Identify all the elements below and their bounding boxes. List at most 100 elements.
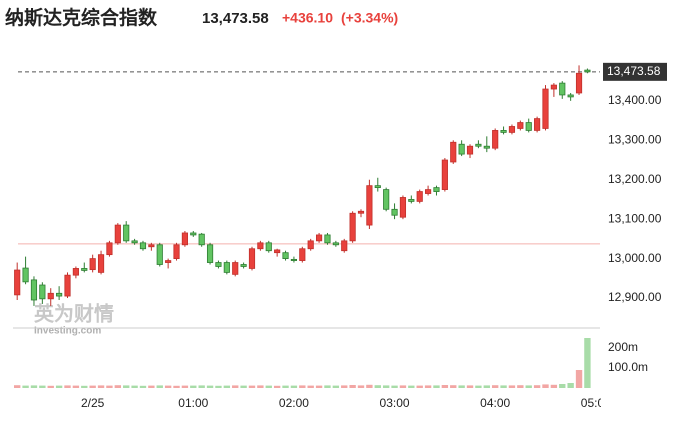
candle-body [525,122,532,131]
candle-body [240,264,247,267]
candle-body [173,244,180,259]
volume-bar [575,370,583,388]
x-tick-label: 03:00 [380,396,410,410]
volume-bar [416,385,423,388]
last-price-label: 13,473.58 [607,64,661,78]
volume-bar [240,385,247,388]
candle-body [156,244,163,265]
candle-body [550,84,557,90]
volume-bar [332,385,340,388]
candle-body [72,268,79,276]
volume-tick-label: 100.0m [608,360,648,374]
volume-bar [232,385,239,388]
volume-bar [341,385,348,388]
candle-body [307,240,314,250]
plot-area: 2/25 01:00 02:00 03:00 04:00 05:00 [81,396,611,410]
volume-bar [47,385,54,388]
candle-body [475,143,482,147]
candle-body [257,242,264,250]
candle-body [466,145,474,155]
candle-body [349,212,356,242]
candle-body [39,284,46,300]
candle-body [508,126,516,133]
volume-bar [39,385,46,388]
candle-body [391,208,398,216]
volume-bar [542,384,549,388]
candle-body [248,248,256,269]
volume-bar [508,385,516,388]
volume-bar [315,385,323,388]
candle-body [324,234,331,244]
candle-body [559,82,566,96]
volume-bar [466,385,474,388]
candle-body [56,292,63,297]
volume-bar [567,383,574,388]
volume-bar [357,385,365,388]
volume-bar [265,385,272,388]
volume-tick-label: 200m [608,340,638,354]
volume-bar [55,385,63,388]
volume-bar [106,385,113,388]
candle-body [483,145,490,149]
volume-bar [475,385,482,388]
y-tick-label: 12,900.00 [608,290,662,304]
volume-bar [366,384,373,388]
candle-body [81,268,88,271]
candle-body [106,242,113,256]
candle-body [441,159,448,190]
candle-body [332,242,339,246]
volume-bar [131,385,138,388]
candle-body [299,248,306,261]
candle-body [575,72,583,94]
y-tick-label: 13,000.00 [608,251,662,265]
candle-body [206,244,214,263]
volume-bar [399,385,407,388]
volume-bar [14,385,21,388]
volume-bar [282,385,289,388]
candle-body [584,69,591,73]
last-price: 13,473.58 [202,10,269,27]
candle-body [148,244,155,248]
y-tick-label: 13,200.00 [608,172,662,186]
candle-body [14,269,21,296]
volume-bar [424,385,432,388]
volume-bar [215,385,222,388]
volume-bar [81,385,88,388]
volume-bar [173,385,180,388]
x-tick-label: 01:00 [178,396,208,410]
candle-body [517,122,524,129]
candle-body [139,242,147,250]
volume-bar [458,385,465,388]
y-tick-label: 13,300.00 [608,132,662,146]
candle-body [341,240,348,252]
candle-body [123,224,130,242]
x-tick-label: 02:00 [279,396,309,410]
y-tick-label: 13,100.00 [608,211,662,225]
candle-body [282,252,289,259]
volume-bar [349,385,356,388]
volume-bar [491,385,499,388]
volume-bar [450,385,457,388]
candle-body [492,130,499,149]
candle-body [534,118,541,131]
candle-body [383,189,390,210]
candle-body [567,94,574,98]
volume-bar [181,385,189,388]
volume-bar [164,385,172,388]
volume-bar [72,385,80,388]
volume-bar [299,385,306,388]
x-tick-label: 05:00 [581,396,611,410]
candle-body [450,141,457,163]
volume-bar [248,385,256,388]
candle-body [89,258,96,271]
volume-bar [500,385,507,388]
candle-body [30,279,38,301]
volume-bar [139,385,147,388]
volume-bar [198,385,205,388]
candle-body [232,262,239,275]
candle-body [215,262,222,267]
x-tick-label: 04:00 [480,396,510,410]
volume-bar [123,385,130,388]
candle-body [190,232,197,236]
